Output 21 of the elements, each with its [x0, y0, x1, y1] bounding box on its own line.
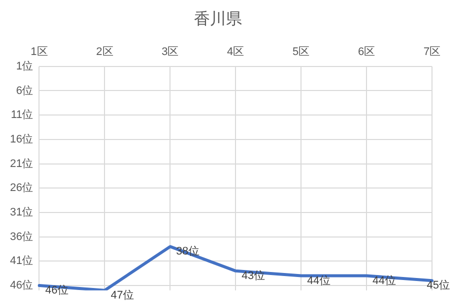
y-tick-label: 46位: [10, 280, 34, 292]
x-tick-label: 2区: [96, 46, 114, 58]
y-tick-label: 6位: [16, 84, 34, 97]
chart-title: 香川県: [194, 10, 242, 28]
y-tick-label: 26位: [10, 182, 34, 194]
x-tick-label: 4区: [227, 46, 244, 58]
y-tick-label: 21位: [10, 158, 34, 170]
data-label: 45位: [426, 280, 450, 292]
y-tick-label: 31位: [10, 206, 34, 219]
x-tick-label: 1区: [30, 46, 48, 58]
y-tick-label: 16位: [10, 133, 34, 146]
y-tick-label: 1位: [16, 60, 34, 72]
data-label: 47位: [110, 289, 134, 302]
x-tick-label: 7区: [423, 46, 441, 58]
y-tick-label: 11位: [10, 109, 34, 122]
x-tick-label: 3区: [162, 46, 179, 58]
y-tick-label: 36位: [10, 230, 34, 243]
y-tick-label: 41位: [10, 255, 34, 268]
x-tick-label: 5区: [292, 46, 310, 58]
data-label: 44位: [307, 274, 330, 287]
x-tick-label: 6区: [358, 46, 376, 58]
